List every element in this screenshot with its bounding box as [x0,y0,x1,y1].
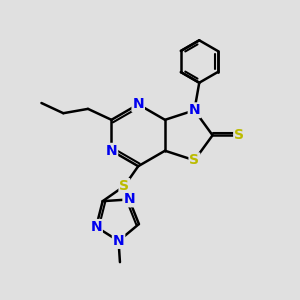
Text: N: N [189,103,200,117]
Text: N: N [113,234,124,248]
Text: S: S [189,153,200,167]
Text: N: N [106,144,117,158]
Text: S: S [119,179,129,193]
Text: S: S [234,128,244,142]
Text: N: N [90,220,102,234]
Text: N: N [132,98,144,111]
Text: N: N [123,192,135,206]
